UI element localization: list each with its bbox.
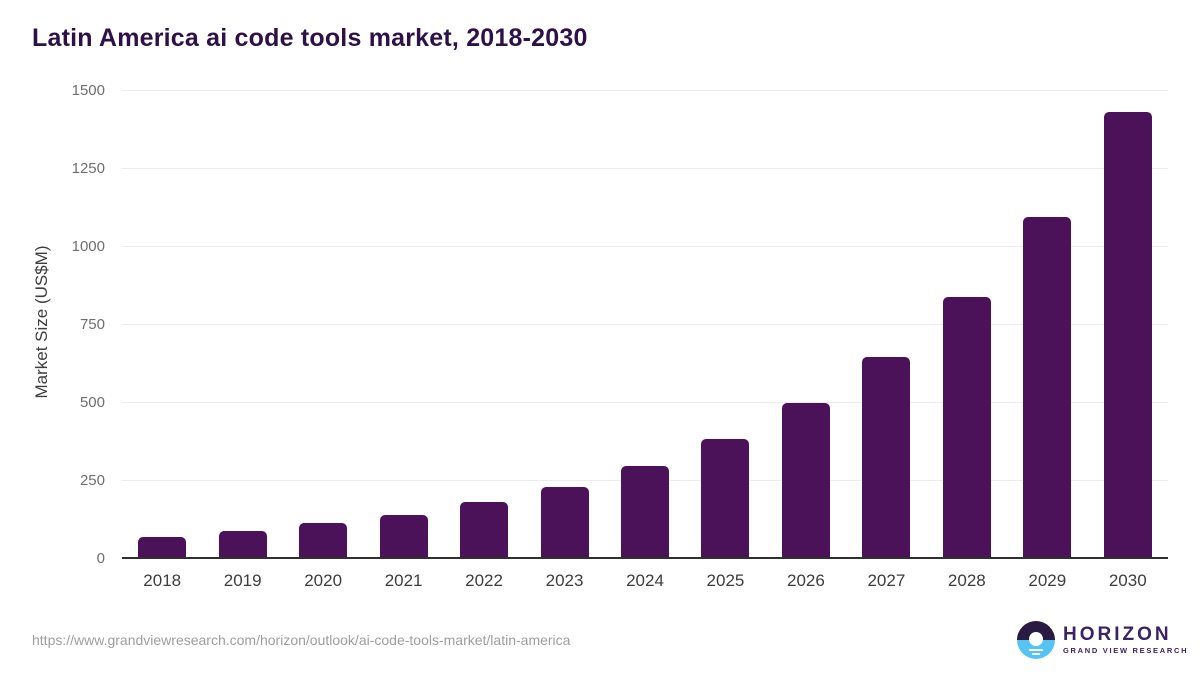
x-tick-label-2019: 2019 [223,571,262,590]
gridline-500 [122,402,1168,403]
gridline-1000 [122,246,1168,247]
bar-2019[interactable] [218,530,267,558]
source-url: https://www.grandviewresearch.com/horizo… [32,632,571,648]
horizon-logo-icon [1017,621,1055,659]
horizon-logo-name: HORIZON [1063,624,1172,646]
bar-2018[interactable] [138,537,187,558]
y-tick-label-1250: 1250 [71,160,105,177]
bar-2024[interactable] [621,465,669,558]
bar-2028[interactable] [942,296,991,558]
chart-title: Latin America ai code tools market, 2018… [32,24,588,52]
bar-2021[interactable] [379,514,428,558]
horizon-logo-subtitle: GRAND VIEW RESEARCH [1063,646,1189,656]
horizon-logo-text: HORIZON GRAND VIEW RESEARCH [1063,625,1188,655]
bar-2027[interactable] [862,356,911,558]
x-axis-line [122,557,1168,559]
x-tick-label-2028: 2028 [947,571,986,590]
horizon-logo: HORIZON GRAND VIEW RESEARCH [1017,621,1188,659]
y-tick-label-500: 500 [79,394,105,411]
x-tick-label-2029: 2029 [1028,571,1067,590]
x-tick-label-2022: 2022 [465,571,503,590]
gridline-1250 [122,168,1168,169]
y-tick-label-1000: 1000 [71,238,105,255]
x-tick-label-2018: 2018 [143,571,182,590]
sun-icon [1029,632,1043,646]
bar-2022[interactable] [460,501,509,558]
x-tick-label-2030: 2030 [1108,571,1147,590]
bar-2030[interactable] [1103,111,1152,558]
x-tick-label-2020: 2020 [304,571,343,590]
sun-reflection-line [1032,652,1040,655]
gridline-1500 [122,90,1168,91]
y-tick-label-250: 250 [79,472,105,489]
y-tick-label-750: 750 [79,316,105,333]
bar-2025[interactable] [701,438,750,558]
plot-area [122,90,1168,559]
y-tick-label-0: 0 [96,550,105,567]
sun-reflection-line [1029,648,1043,651]
x-tick-label-2021: 2021 [384,571,423,590]
bar-2026[interactable] [781,402,830,558]
x-tick-label-2023: 2023 [545,571,584,590]
x-tick-label-2025: 2025 [706,571,745,590]
bar-2023[interactable] [540,486,589,558]
x-tick-label-2027: 2027 [867,571,906,590]
x-tick-label-2026: 2026 [787,571,825,590]
bar-2029[interactable] [1023,216,1072,558]
y-tick-label-1500: 1500 [71,82,105,99]
bar-2020[interactable] [299,523,348,558]
gridline-750 [122,324,1168,325]
x-tick-label-2024: 2024 [626,571,664,590]
